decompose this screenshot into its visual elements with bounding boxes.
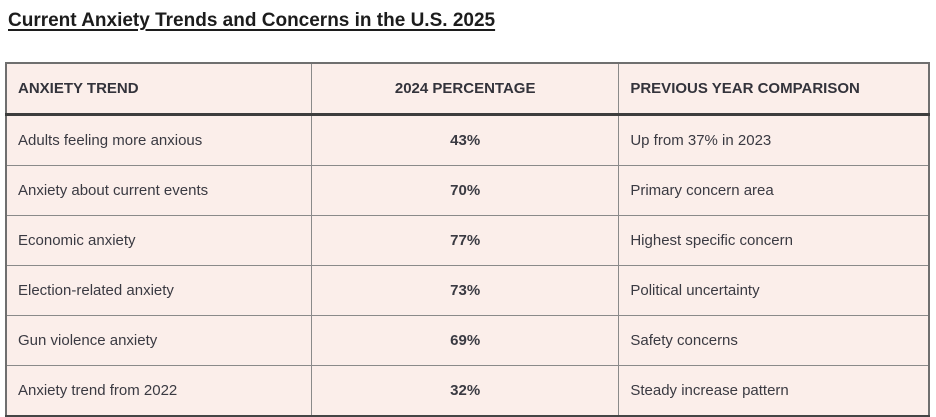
cell-comparison: Steady increase pattern	[618, 365, 930, 417]
cell-anxiety-trend: Gun violence anxiety	[5, 315, 312, 366]
cell-anxiety-trend: Election-related anxiety	[5, 265, 312, 316]
cell-comparison: Political uncertainty	[618, 265, 930, 316]
cell-comparison: Up from 37% in 2023	[618, 114, 930, 166]
table-row: Adults feeling more anxious 43% Up from …	[5, 114, 930, 166]
cell-comparison: Safety concerns	[618, 315, 930, 366]
table-row: Economic anxiety 77% Highest specific co…	[5, 215, 930, 266]
column-header-anxiety-trend: ANXIETY TREND	[5, 62, 312, 116]
column-header-2024-percentage: 2024 PERCENTAGE	[310, 62, 620, 116]
column-header-previous-year-comparison: PREVIOUS YEAR COMPARISON	[618, 62, 930, 116]
page-title: Current Anxiety Trends and Concerns in t…	[8, 10, 496, 31]
cell-comparison: Highest specific concern	[618, 215, 930, 266]
cell-percentage: 77%	[310, 215, 620, 266]
cell-comparison: Primary concern area	[618, 165, 930, 216]
cell-percentage: 43%	[310, 114, 620, 166]
cell-anxiety-trend: Adults feeling more anxious	[5, 114, 312, 166]
table-row: Election-related anxiety 73% Political u…	[5, 265, 930, 316]
table-row: Anxiety about current events 70% Primary…	[5, 165, 930, 216]
cell-percentage: 73%	[310, 265, 620, 316]
cell-anxiety-trend: Anxiety trend from 2022	[5, 365, 312, 417]
anxiety-trends-table: ANXIETY TREND 2024 PERCENTAGE PREVIOUS Y…	[5, 62, 930, 417]
cell-percentage: 32%	[310, 365, 620, 417]
cell-percentage: 69%	[310, 315, 620, 366]
table-row: Gun violence anxiety 69% Safety concerns	[5, 315, 930, 366]
cell-anxiety-trend: Economic anxiety	[5, 215, 312, 266]
cell-percentage: 70%	[310, 165, 620, 216]
cell-anxiety-trend: Anxiety about current events	[5, 165, 312, 216]
header-row: ANXIETY TREND 2024 PERCENTAGE PREVIOUS Y…	[5, 62, 930, 116]
table-row: Anxiety trend from 2022 32% Steady incre…	[5, 365, 930, 417]
